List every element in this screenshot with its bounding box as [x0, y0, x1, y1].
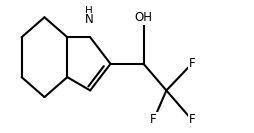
Text: H: H — [85, 6, 93, 16]
Text: N: N — [85, 13, 93, 26]
Text: F: F — [188, 113, 195, 126]
Text: F: F — [150, 113, 157, 126]
Text: F: F — [188, 57, 195, 70]
Text: OH: OH — [135, 11, 152, 24]
